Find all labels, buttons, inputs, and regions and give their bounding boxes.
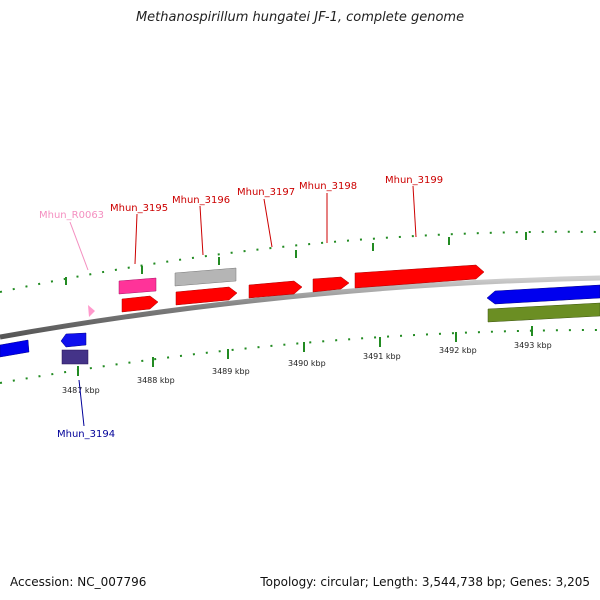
gene-arrow-forward [121,295,159,313]
feature-block-olive [487,302,600,323]
gene-label: Mhun_3195 [110,203,168,214]
tick-label: 3487 kbp [62,386,100,395]
gene-arrow-reverse [0,339,30,358]
label-leader-lines [69,185,417,427]
tick-label: 3489 kbp [212,367,250,376]
gene-label: Mhun_R0063 [39,210,104,221]
gene-block-dark [61,349,89,365]
gene-labels: Mhun_R0063 Mhun_3195 Mhun_3196 Mhun_3197… [39,175,443,440]
genome-title: Methanospirillum hungatei JF-1, complete… [135,10,465,25]
gene-features [0,264,600,365]
gene-arrow-reverse [486,284,600,305]
genome-summary-text: Topology: circular; Length: 3,544,738 bp… [260,575,590,589]
accession-text: Accession: NC_007796 [10,575,147,589]
upper-tick-ring [0,230,600,293]
gene-arrow-reverse [60,332,87,348]
genome-backbone [0,275,600,340]
gene-label: Mhun_3197 [237,187,295,198]
lower-major-ticks [77,326,533,376]
gene-arrow-forward [248,280,303,299]
gene-block-pink [118,277,157,295]
tick-label: 3490 kbp [288,359,326,368]
tick-label: 3491 kbp [363,352,401,361]
lower-tick-ring [0,329,600,384]
gene-arrow-forward [175,286,238,306]
gene-block-pseudo [174,267,237,287]
gene-label: Mhun_3199 [385,175,443,186]
tick-label: 3493 kbp [514,341,552,350]
tick-label: 3492 kbp [439,346,477,355]
gene-label: Mhun_3194 [57,429,115,440]
rna-gene-arrow [88,305,95,317]
axis-tick-labels: 3487 kbp 3488 kbp 3489 kbp 3490 kbp 3491… [62,341,552,395]
tick-label: 3488 kbp [137,376,175,385]
gene-label: Mhun_3196 [172,195,230,206]
gene-label: Mhun_3198 [299,181,357,192]
upper-major-ticks [65,232,527,285]
gene-arrow-forward [354,264,485,289]
gene-arrow-forward [312,276,350,293]
